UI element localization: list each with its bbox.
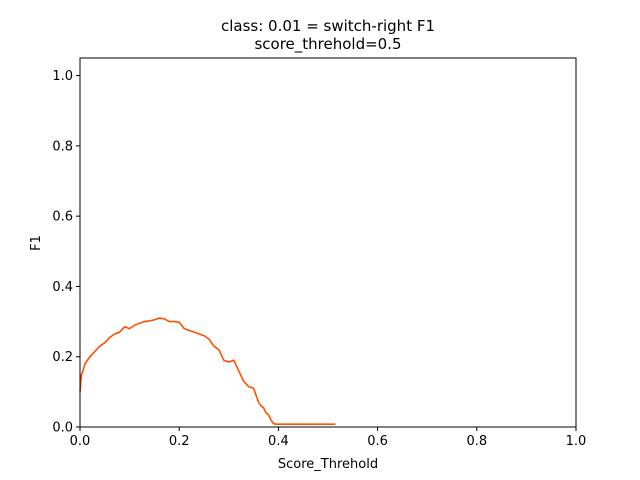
chart-title: class: 0.01 = switch-right F1 bbox=[221, 17, 435, 35]
y-axis: 0.0 0.2 0.4 0.6 0.8 1.0 bbox=[52, 69, 80, 436]
y-tick-label: 1.0 bbox=[52, 69, 73, 84]
y-tick-label: 0.0 bbox=[52, 421, 73, 436]
y-axis-label: F1 bbox=[29, 235, 44, 251]
x-tick-label: 0.8 bbox=[466, 434, 487, 449]
x-tick-label: 0.4 bbox=[268, 434, 289, 449]
x-axis: 0.0 0.2 0.4 0.6 0.8 1.0 bbox=[70, 427, 587, 449]
series-line-0 bbox=[79, 317, 336, 426]
y-tick-label: 0.4 bbox=[52, 280, 73, 295]
y-tick-label: 0.8 bbox=[52, 139, 73, 154]
x-axis-label: Score_Threhold bbox=[278, 457, 378, 472]
y-tick-label: 0.6 bbox=[52, 210, 73, 225]
x-tick-label: 1.0 bbox=[566, 434, 587, 449]
axes-frame bbox=[79, 57, 577, 428]
x-tick-label: 0.6 bbox=[367, 434, 388, 449]
x-tick-label: 0.0 bbox=[70, 434, 91, 449]
chart-subtitle: score_threhold=0.5 bbox=[254, 35, 401, 54]
plot-area bbox=[79, 317, 336, 426]
x-tick-label: 0.2 bbox=[169, 434, 190, 449]
y-tick-label: 0.2 bbox=[52, 350, 73, 365]
